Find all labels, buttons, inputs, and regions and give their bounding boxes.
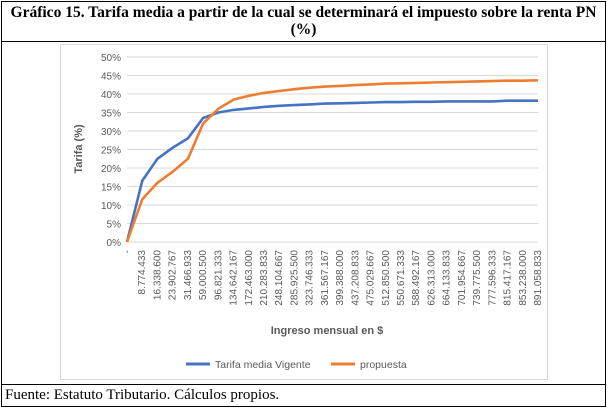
x-tick-label: - <box>122 250 133 253</box>
x-tick-label: 739.775.500 <box>472 250 483 306</box>
y-tick-label: 30% <box>101 127 121 138</box>
series-line-propuesta <box>125 79 539 243</box>
x-tick-label: 815.417.167 <box>503 250 514 306</box>
x-tick-label: 664.133.833 <box>442 250 453 306</box>
x-tick-label: 475.029.667 <box>366 250 377 306</box>
x-tick-labels: - 8.774.433 16.338.600 23.902.767 31.466.933… <box>122 250 544 306</box>
figure-source: Fuente: Estatuto Tributario. Cálculos pr… <box>1 384 606 407</box>
x-tick-label: 210.283.833 <box>259 250 270 306</box>
x-tick-label: 285.925.500 <box>289 250 300 306</box>
x-tick-label: 248.104.667 <box>274 250 285 306</box>
x-axis-label: Ingreso mensual en $ <box>271 325 383 337</box>
y-tick-label: 10% <box>101 201 121 212</box>
chart-area: 0% 5% 10% 15% 20% 25% 30% 35% 40% 45% 50% - 8.774.4… <box>60 44 548 380</box>
x-tick-label: 23.902.767 <box>168 250 179 300</box>
x-tick-label: 399.388.000 <box>335 250 346 306</box>
x-tick-label: 59.000.500 <box>198 250 209 300</box>
y-tick-label: 5% <box>107 220 122 231</box>
x-tick-label: 512.850.500 <box>381 250 392 306</box>
y-tick-label: 50% <box>101 53 121 64</box>
legend-label: Tarifa media Vigente <box>215 359 311 371</box>
y-tick-labels: 0% 5% 10% 15% 20% 25% 30% 35% 40% 45% 50% <box>101 53 121 249</box>
x-tick-label: 172.463.000 <box>244 250 255 306</box>
y-tick-label: 20% <box>101 164 121 175</box>
x-tick-label: 361.567.167 <box>320 250 331 306</box>
y-tick-label: 0% <box>107 238 122 249</box>
y-tick-label: 25% <box>101 146 121 157</box>
legend-label: propuesta <box>360 359 407 371</box>
x-tick-label: 437.208.833 <box>350 250 361 306</box>
gridlines <box>127 56 538 243</box>
x-tick-label: 134.642.167 <box>229 250 240 306</box>
x-tick-label: 701.954.667 <box>457 250 468 306</box>
x-tick-label: 626.313.000 <box>426 250 437 306</box>
x-tick-label: 31.466.933 <box>183 250 194 300</box>
y-tick-label: 40% <box>101 90 121 101</box>
line-chart: 0% 5% 10% 15% 20% 25% 30% 35% 40% 45% 50% - 8.774.4… <box>73 53 544 371</box>
y-axis-label: Tarifa (%) <box>73 124 85 174</box>
y-tick-label: 15% <box>101 183 121 194</box>
x-tick-label: 588.492.167 <box>411 250 422 306</box>
x-tick-label: 550.671.333 <box>396 250 407 306</box>
x-tick-label: 16.338.600 <box>152 250 163 300</box>
y-tick-label: 45% <box>101 72 121 83</box>
x-tick-label: 96.821.333 <box>213 250 224 300</box>
x-tick-label: 323.746.333 <box>305 250 316 306</box>
x-tick-label: 8.774.433 <box>137 250 148 295</box>
x-tick-label: 777.596.333 <box>487 250 498 306</box>
legend: Tarifa media Vigente propuesta <box>186 359 407 371</box>
figure-title: Gráfico 15. Tarifa media a partir de la … <box>1 1 606 42</box>
y-tick-label: 35% <box>101 109 121 120</box>
x-tick-label: 891.058.833 <box>533 250 544 306</box>
series-line-tarifa-media-vigente <box>125 99 538 243</box>
series-lines <box>125 79 539 243</box>
x-tick-label: 853.238.000 <box>518 250 529 306</box>
